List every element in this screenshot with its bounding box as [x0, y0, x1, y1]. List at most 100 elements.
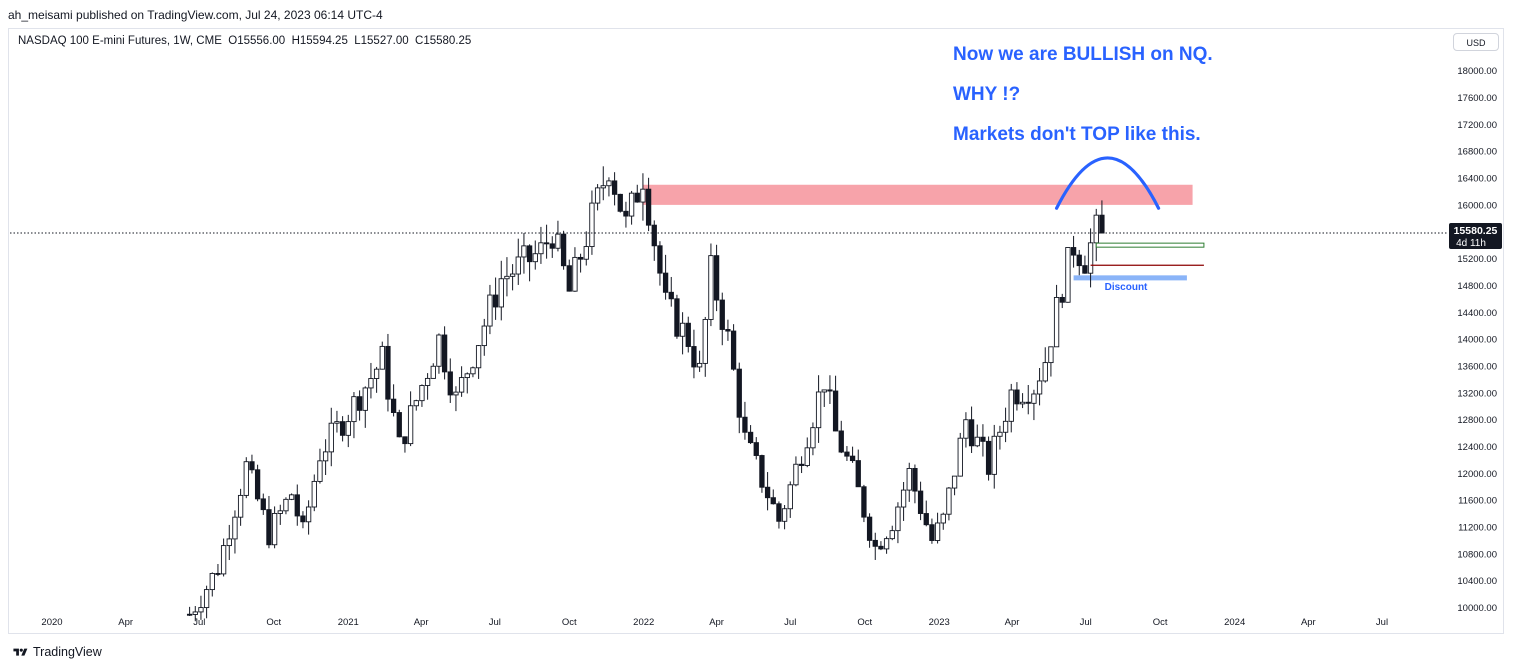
candle-body[interactable]	[628, 192, 635, 217]
candle-body[interactable]	[424, 377, 431, 386]
candle-body[interactable]	[736, 368, 742, 418]
candle-body[interactable]	[821, 389, 827, 393]
candle-body[interactable]	[560, 233, 567, 267]
candle-body[interactable]	[402, 436, 408, 445]
candle-body[interactable]	[413, 400, 419, 407]
candle-body[interactable]	[458, 377, 465, 393]
candle-body[interactable]	[526, 245, 533, 263]
candle-body[interactable]	[991, 435, 997, 475]
candle-body[interactable]	[872, 539, 878, 547]
candle-body[interactable]	[532, 253, 538, 263]
supply-zone[interactable]	[642, 184, 1193, 205]
candle-body[interactable]	[1053, 297, 1060, 348]
candle-body[interactable]	[317, 460, 323, 482]
candle-body[interactable]	[447, 371, 453, 396]
candle-body[interactable]	[334, 421, 340, 424]
candle-body[interactable]	[611, 180, 618, 195]
candle-body[interactable]	[385, 345, 391, 400]
candle-body[interactable]	[198, 607, 204, 613]
candle-body[interactable]	[844, 451, 850, 457]
candle-body[interactable]	[215, 573, 221, 575]
candle-body[interactable]	[980, 436, 986, 442]
candle-body[interactable]	[498, 278, 504, 308]
candle-body[interactable]	[464, 373, 470, 379]
candle-body[interactable]	[838, 430, 844, 453]
candle-body[interactable]	[776, 503, 782, 522]
candle-body[interactable]	[912, 467, 918, 492]
candle-body[interactable]	[220, 545, 227, 575]
green-level-box[interactable]	[1095, 242, 1205, 248]
candle-body[interactable]	[271, 512, 278, 546]
candle-body[interactable]	[685, 322, 691, 347]
candle-body[interactable]	[719, 299, 725, 330]
footer-brand[interactable]: TradingView	[12, 645, 102, 659]
candle-body[interactable]	[759, 455, 765, 488]
candle-body[interactable]	[861, 486, 867, 518]
candle-body[interactable]	[617, 193, 623, 212]
candle-body[interactable]	[1031, 393, 1037, 404]
candle-body[interactable]	[589, 202, 595, 248]
candle-body[interactable]	[747, 431, 754, 444]
candle-body[interactable]	[441, 334, 448, 373]
candle-body[interactable]	[294, 494, 300, 517]
candle-body[interactable]	[577, 256, 584, 260]
candle-body[interactable]	[691, 346, 697, 368]
candle-body[interactable]	[725, 329, 731, 332]
candle-body[interactable]	[373, 368, 380, 379]
candle-body[interactable]	[419, 385, 425, 402]
candle-body[interactable]	[917, 490, 924, 514]
candle-body[interactable]	[368, 378, 374, 389]
candle-body[interactable]	[640, 188, 646, 203]
candle-body[interactable]	[974, 436, 980, 447]
candle-body[interactable]	[1087, 242, 1094, 274]
candle-body[interactable]	[1059, 297, 1065, 303]
candle-body[interactable]	[906, 467, 912, 491]
candle-body[interactable]	[934, 522, 941, 541]
candle-body[interactable]	[951, 475, 958, 489]
candle-body[interactable]	[481, 325, 487, 347]
candle-body[interactable]	[453, 391, 459, 396]
candle-body[interactable]	[1048, 346, 1054, 364]
candle-body[interactable]	[504, 275, 510, 280]
candle-body[interactable]	[923, 513, 929, 526]
candle-body[interactable]	[430, 365, 436, 379]
candle-body[interactable]	[1019, 401, 1026, 405]
currency-button[interactable]: USD	[1453, 33, 1499, 51]
candle-body[interactable]	[1070, 247, 1077, 256]
candle-body[interactable]	[674, 298, 680, 337]
candle-body[interactable]	[946, 487, 952, 515]
candle-body[interactable]	[849, 455, 856, 462]
candle-body[interactable]	[787, 484, 793, 510]
candle-body[interactable]	[753, 442, 759, 456]
candle-body[interactable]	[696, 362, 703, 368]
candle-body[interactable]	[606, 180, 612, 187]
candle-body[interactable]	[566, 265, 572, 292]
candle-body[interactable]	[300, 515, 306, 523]
candle-body[interactable]	[713, 255, 720, 301]
candle-body[interactable]	[781, 508, 788, 522]
candle-body[interactable]	[583, 246, 589, 260]
candle-body[interactable]	[883, 538, 890, 550]
candle-body[interactable]	[311, 480, 317, 508]
candle-body[interactable]	[555, 233, 561, 249]
candle-body[interactable]	[651, 224, 657, 247]
candle-body[interactable]	[266, 509, 272, 546]
candle-body[interactable]	[1002, 420, 1009, 433]
candle-body[interactable]	[475, 345, 482, 369]
candle-body[interactable]	[1082, 265, 1088, 274]
candle-body[interactable]	[543, 242, 550, 245]
candle-body[interactable]	[288, 494, 295, 500]
candle-body[interactable]	[249, 461, 255, 471]
candle-body[interactable]	[657, 245, 663, 274]
candle-body[interactable]	[186, 613, 193, 616]
candle-body[interactable]	[878, 545, 884, 550]
candle-body[interactable]	[1093, 214, 1099, 244]
candle-body[interactable]	[594, 187, 601, 204]
candle-body[interactable]	[390, 398, 397, 413]
candle-body[interactable]	[730, 330, 737, 370]
candle-body[interactable]	[804, 447, 810, 466]
candle-body[interactable]	[798, 463, 805, 466]
candle-body[interactable]	[764, 486, 771, 499]
candle-body[interactable]	[634, 192, 640, 203]
